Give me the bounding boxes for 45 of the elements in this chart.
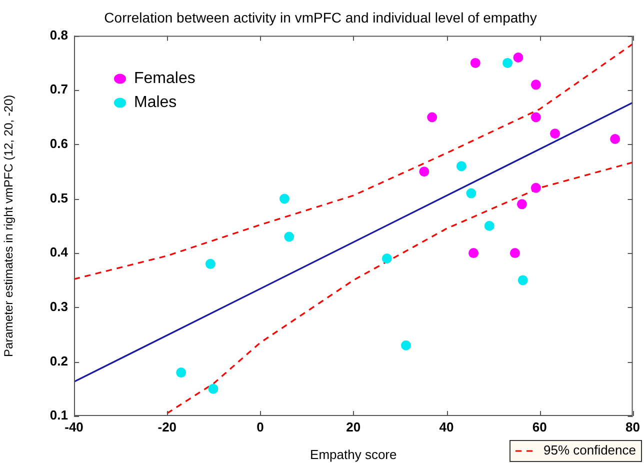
- point: [284, 232, 294, 242]
- text: 95% confidence: [543, 442, 636, 458]
- point: [470, 58, 480, 68]
- point: [208, 384, 218, 394]
- legend-label: Females: [134, 70, 196, 88]
- chart-title: Correlation between activity in vmPFC and individual level of empathy: [104, 9, 537, 26]
- y-tick-label: 0.4: [50, 244, 69, 260]
- point: [419, 166, 430, 177]
- point: [401, 340, 412, 350]
- line-series: [74, 43, 633, 280]
- x-axis-title: Empathy score: [310, 446, 397, 462]
- line-series: [166, 162, 633, 414]
- x-tick-label: 0: [256, 419, 264, 434]
- point: [205, 258, 216, 269]
- point: [382, 253, 392, 264]
- x-tick-label: 80: [626, 419, 640, 434]
- point: [466, 188, 476, 198]
- point: [176, 368, 186, 378]
- y-tick-label: 0.8: [50, 27, 68, 42]
- point: [516, 199, 527, 210]
- point: [530, 80, 541, 90]
- point: [530, 112, 541, 122]
- x-tick-label: 40: [439, 419, 454, 434]
- point: [510, 248, 520, 258]
- y-tick-label: 0.6: [50, 136, 68, 152]
- y-tick-label: 0.7: [50, 82, 68, 97]
- point: [530, 182, 541, 193]
- point: [456, 161, 466, 172]
- point: [484, 220, 494, 231]
- y-axis-title: Parameter estimates in right vmPFC (12, 20, -20): [2, 94, 16, 357]
- x-tick-label: 20: [346, 419, 361, 434]
- y-tick-label: 0.3: [50, 298, 68, 314]
- point: [468, 248, 479, 258]
- point: [610, 134, 620, 144]
- point: [279, 194, 290, 204]
- legend-label: Males: [134, 94, 177, 112]
- y-tick-label: 0.5: [50, 190, 68, 206]
- point: [550, 128, 560, 139]
- point: [427, 112, 438, 122]
- x-tick-label: 60: [532, 419, 547, 434]
- point: [518, 275, 528, 286]
- point: [502, 58, 513, 68]
- point: [513, 52, 524, 63]
- x-tick-label: -20: [158, 419, 177, 434]
- y-tick-label: 0.2: [50, 353, 68, 368]
